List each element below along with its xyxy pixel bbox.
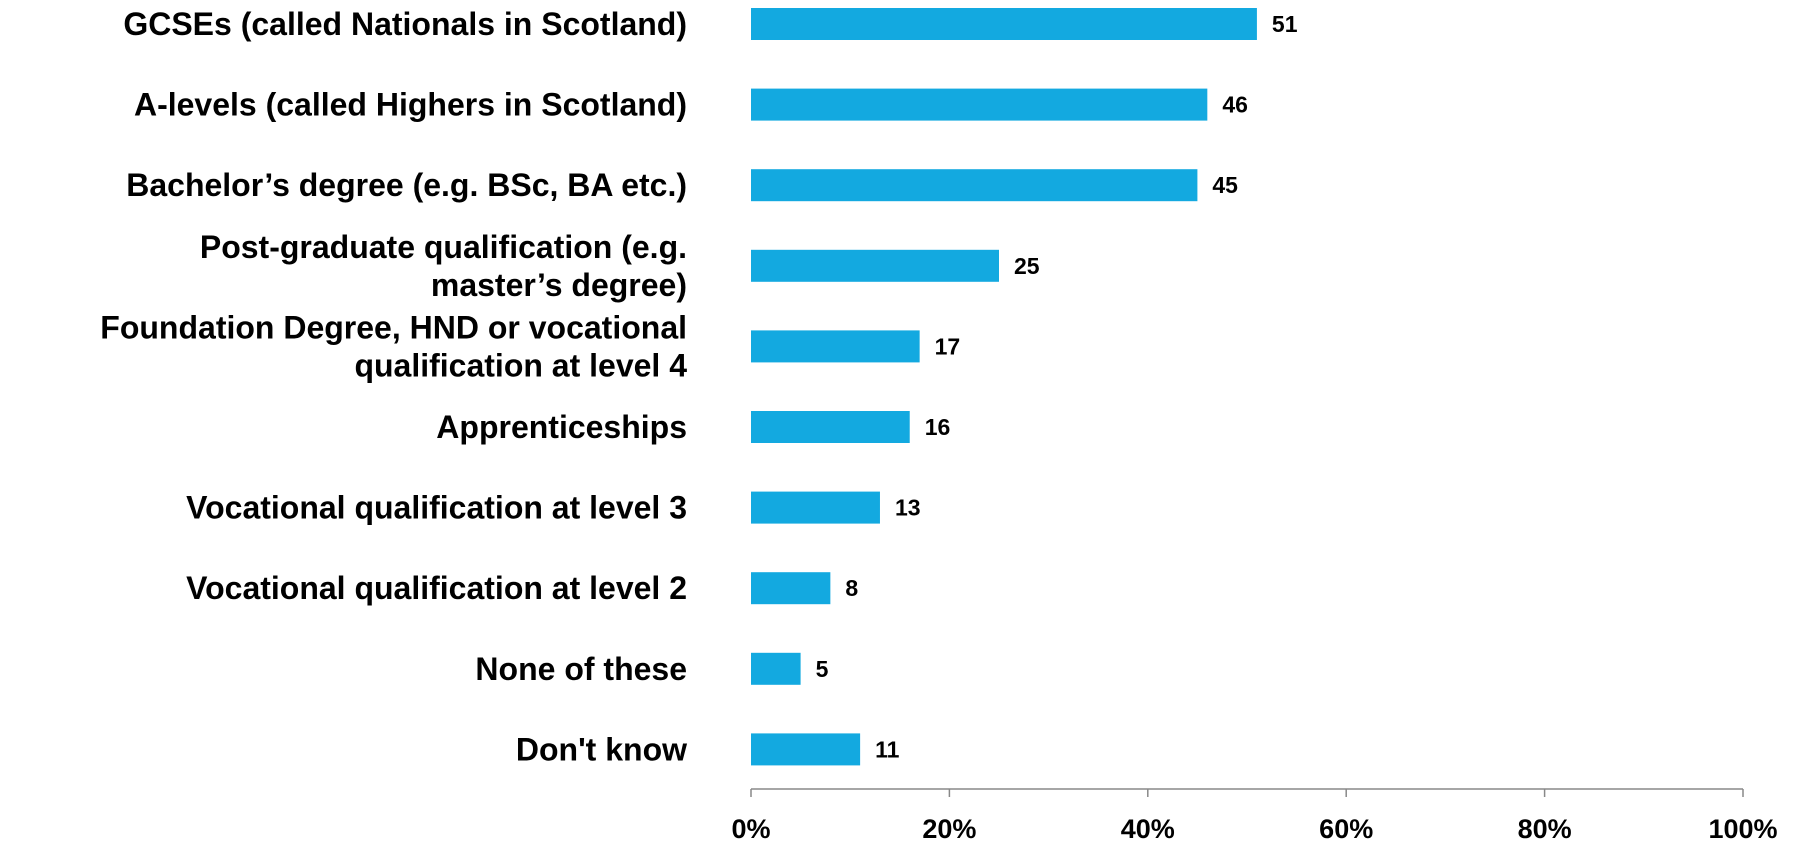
bar [751, 491, 880, 524]
bar [751, 572, 831, 605]
data-label: 17 [935, 333, 961, 359]
category-label: GCSEs (called Nationals in Scotland) [123, 6, 687, 42]
data-label: 45 [1212, 172, 1238, 198]
data-label: 25 [1014, 253, 1040, 279]
category-label: master’s degree) [431, 267, 687, 303]
category-label: qualification at level 4 [354, 347, 687, 383]
category-label: None of these [475, 651, 687, 687]
category-label: Vocational qualification at level 2 [186, 570, 687, 606]
category-label: A-levels (called Highers in Scotland) [134, 87, 687, 123]
category-labels-layer: GCSEs (called Nationals in Scotland) A-le… [100, 6, 687, 767]
x-axis: 0% 20% 40% 60% 80% 100% [731, 788, 1778, 841]
x-tick-label: 100% [1708, 814, 1777, 841]
x-tick-label: 60% [1319, 814, 1373, 841]
data-label: 51 [1272, 11, 1298, 37]
data-label: 5 [816, 656, 829, 682]
category-label: Post-graduate qualification (e.g. [200, 229, 687, 265]
data-label: 13 [895, 495, 921, 521]
x-tick-label: 20% [922, 814, 976, 841]
data-label: 8 [845, 575, 858, 601]
bar [751, 330, 920, 363]
data-label: 16 [925, 414, 951, 440]
value-labels-layer: 51 46 45 25 17 16 13 8 5 11 [816, 11, 1298, 762]
data-label: 46 [1222, 92, 1248, 118]
bar [751, 8, 1257, 40]
data-label: 11 [875, 736, 900, 762]
category-label: Vocational qualification at level 3 [186, 490, 687, 526]
category-label: Foundation Degree, HND or vocational [100, 309, 687, 345]
category-label: Apprenticeships [436, 409, 687, 445]
x-tick-label: 40% [1121, 814, 1175, 841]
bar [751, 411, 910, 443]
category-label: Don't know [516, 731, 687, 767]
x-tick-label: 0% [731, 814, 770, 841]
bar [751, 652, 801, 685]
bar [751, 733, 861, 766]
category-label: Bachelor’s degree (e.g. BSc, BA etc.) [126, 167, 687, 203]
bar [751, 169, 1198, 202]
bar [751, 249, 999, 282]
bars-layer [751, 8, 1257, 766]
bar [751, 88, 1208, 121]
x-tick-label: 80% [1518, 814, 1572, 841]
